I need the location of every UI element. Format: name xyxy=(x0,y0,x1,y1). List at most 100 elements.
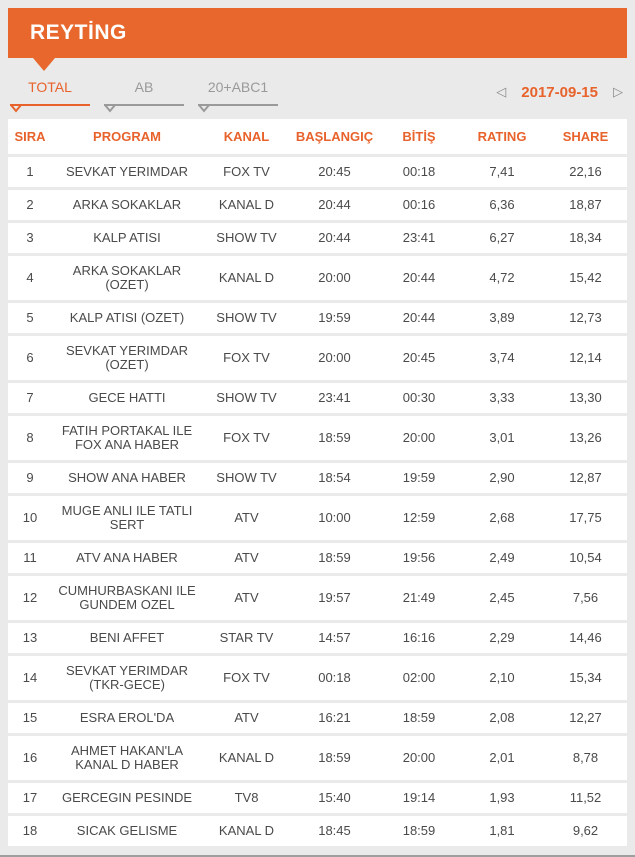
tab-total[interactable]: TOTAL xyxy=(10,79,90,113)
table-row: 12 CUMHURBASKANI ILE GUNDEM OZEL ATV 19:… xyxy=(8,576,627,620)
program-cell: KALP ATISI (OZET) xyxy=(52,303,202,333)
table-row: 7 GECE HATTI SHOW TV 23:41 00:30 3,33 13… xyxy=(8,383,627,413)
table-row: 18 SICAK GELISME KANAL D 18:45 18:59 1,8… xyxy=(8,816,627,846)
share-cell: 18,87 xyxy=(544,190,627,220)
share-cell: 17,75 xyxy=(544,496,627,540)
table-header-row: SIRA PROGRAM KANAL BAŞLANGIÇ BİTİŞ RATIN… xyxy=(8,119,627,154)
start-time-cell: 10:00 xyxy=(291,496,378,540)
share-cell: 15,34 xyxy=(544,656,627,700)
share-cell: 15,42 xyxy=(544,256,627,300)
end-time-cell: 18:59 xyxy=(378,703,460,733)
column-header-bitis: BİTİŞ xyxy=(378,119,460,154)
table-row: 14 SEVKAT YERIMDAR (TKR-GECE) FOX TV 00:… xyxy=(8,656,627,700)
channel-cell: SHOW TV xyxy=(202,463,291,493)
end-time-cell: 19:59 xyxy=(378,463,460,493)
end-time-cell: 20:44 xyxy=(378,256,460,300)
end-time-cell: 19:56 xyxy=(378,543,460,573)
rating-cell: 2,49 xyxy=(460,543,544,573)
banner-pointer-icon xyxy=(33,58,55,71)
tab-notch-icon xyxy=(104,104,116,113)
table-row: 15 ESRA EROL'DA ATV 16:21 18:59 2,08 12,… xyxy=(8,703,627,733)
start-time-cell: 16:21 xyxy=(291,703,378,733)
start-time-cell: 15:40 xyxy=(291,783,378,813)
channel-cell: ATV xyxy=(202,496,291,540)
end-time-cell: 18:59 xyxy=(378,816,460,846)
tab-20-abc1[interactable]: 20+ABC1 xyxy=(198,78,278,113)
rating-cell: 3,01 xyxy=(460,416,544,460)
rating-cell: 2,08 xyxy=(460,703,544,733)
rank-cell: 3 xyxy=(8,223,52,253)
tab-20-abc1-label: 20+ABC1 xyxy=(207,78,269,95)
table-row: 13 BENI AFFET STAR TV 14:57 16:16 2,29 1… xyxy=(8,623,627,653)
toolbar: TOTAL AB 20+ABC1 xyxy=(10,71,625,113)
table-body: 1 SEVKAT YERIMDAR FOX TV 20:45 00:18 7,4… xyxy=(8,157,627,846)
column-header-sira: SIRA xyxy=(8,119,52,154)
program-cell: SEVKAT YERIMDAR xyxy=(52,157,202,187)
tab-notch-icon xyxy=(198,104,210,113)
tab-underline xyxy=(198,103,278,106)
channel-cell: STAR TV xyxy=(202,623,291,653)
program-cell: AHMET HAKAN'LA KANAL D HABER xyxy=(52,736,202,780)
table-row: 17 GERCEGIN PESINDE TV8 15:40 19:14 1,93… xyxy=(8,783,627,813)
share-cell: 12,73 xyxy=(544,303,627,333)
end-time-cell: 20:00 xyxy=(378,416,460,460)
table-row: 6 SEVKAT YERIMDAR (OZET) FOX TV 20:00 20… xyxy=(8,336,627,380)
start-time-cell: 20:45 xyxy=(291,157,378,187)
footer-strip xyxy=(0,855,635,857)
rank-cell: 10 xyxy=(8,496,52,540)
channel-cell: FOX TV xyxy=(202,656,291,700)
start-time-cell: 14:57 xyxy=(291,623,378,653)
end-time-cell: 23:41 xyxy=(378,223,460,253)
tab-underline xyxy=(104,103,184,106)
end-time-cell: 19:14 xyxy=(378,783,460,813)
start-time-cell: 19:57 xyxy=(291,576,378,620)
channel-cell: KANAL D xyxy=(202,190,291,220)
page-title: REYTİNG xyxy=(30,21,127,44)
start-time-cell: 23:41 xyxy=(291,383,378,413)
end-time-cell: 00:18 xyxy=(378,157,460,187)
rank-cell: 18 xyxy=(8,816,52,846)
tab-ab[interactable]: AB xyxy=(104,79,184,113)
current-date: 2017-09-15 xyxy=(521,83,598,101)
start-time-cell: 00:18 xyxy=(291,656,378,700)
column-header-kanal: KANAL xyxy=(202,119,291,154)
rating-cell: 6,36 xyxy=(460,190,544,220)
audience-tabs: TOTAL AB 20+ABC1 xyxy=(10,78,292,113)
program-cell: SHOW ANA HABER xyxy=(52,463,202,493)
rating-cell: 3,89 xyxy=(460,303,544,333)
end-time-cell: 02:00 xyxy=(378,656,460,700)
start-time-cell: 18:59 xyxy=(291,543,378,573)
column-header-rating: RATING xyxy=(460,119,544,154)
rank-cell: 5 xyxy=(8,303,52,333)
share-cell: 18,34 xyxy=(544,223,627,253)
start-time-cell: 20:44 xyxy=(291,223,378,253)
start-time-cell: 18:45 xyxy=(291,816,378,846)
table-row: 2 ARKA SOKAKLAR KANAL D 20:44 00:16 6,36… xyxy=(8,190,627,220)
left-triangle-icon: ◁ xyxy=(496,84,507,100)
share-cell: 12,87 xyxy=(544,463,627,493)
end-time-cell: 20:00 xyxy=(378,736,460,780)
rating-cell: 3,33 xyxy=(460,383,544,413)
program-cell: GECE HATTI xyxy=(52,383,202,413)
share-cell: 7,56 xyxy=(544,576,627,620)
program-cell: ESRA EROL'DA xyxy=(52,703,202,733)
program-cell: SEVKAT YERIMDAR (OZET) xyxy=(52,336,202,380)
start-time-cell: 19:59 xyxy=(291,303,378,333)
header-banner: REYTİNG xyxy=(8,8,627,58)
rank-cell: 11 xyxy=(8,543,52,573)
table-row: 10 MUGE ANLI ILE TATLI SERT ATV 10:00 12… xyxy=(8,496,627,540)
channel-cell: ATV xyxy=(202,543,291,573)
channel-cell: SHOW TV xyxy=(202,303,291,333)
program-cell: SICAK GELISME xyxy=(52,816,202,846)
table-row: 8 FATIH PORTAKAL ILE FOX ANA HABER FOX T… xyxy=(8,416,627,460)
rank-cell: 12 xyxy=(8,576,52,620)
program-cell: BENI AFFET xyxy=(52,623,202,653)
table-row: 16 AHMET HAKAN'LA KANAL D HABER KANAL D … xyxy=(8,736,627,780)
next-date-button[interactable]: ▷ xyxy=(613,86,623,99)
prev-date-button[interactable]: ◁ xyxy=(496,86,506,99)
start-time-cell: 20:00 xyxy=(291,336,378,380)
rating-cell: 2,68 xyxy=(460,496,544,540)
ratings-table: SIRA PROGRAM KANAL BAŞLANGIÇ BİTİŞ RATIN… xyxy=(8,116,627,849)
channel-cell: ATV xyxy=(202,576,291,620)
